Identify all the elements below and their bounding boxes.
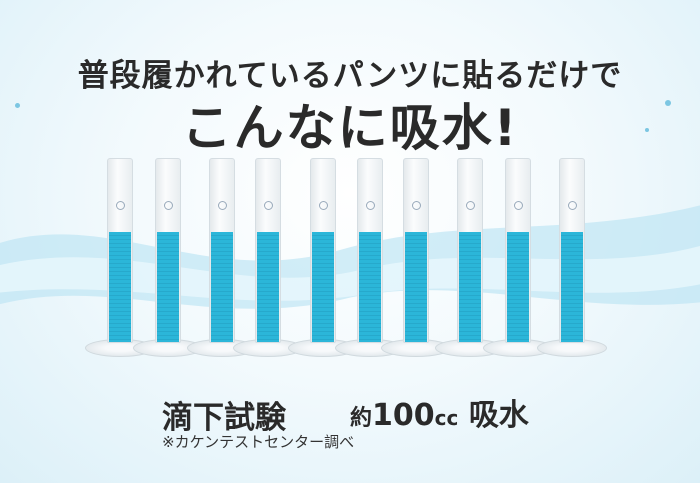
water-drop bbox=[665, 100, 671, 106]
cylinder-liquid bbox=[211, 232, 233, 342]
cylinder-tube bbox=[155, 158, 181, 343]
brand-logo-icon bbox=[218, 201, 227, 210]
brand-logo-icon bbox=[319, 201, 328, 210]
cylinder-tube bbox=[310, 158, 336, 343]
brand-logo-icon bbox=[366, 201, 375, 210]
graduated-cylinder bbox=[435, 158, 505, 358]
brand-logo-icon bbox=[466, 201, 475, 210]
water-drop bbox=[15, 103, 20, 108]
cylinder-tube bbox=[107, 158, 133, 343]
absorption-amount: 約100cc 吸水 bbox=[350, 390, 529, 434]
cylinder-tube bbox=[209, 158, 235, 343]
amount-suffix: 吸水 bbox=[468, 398, 529, 433]
brand-logo-icon bbox=[116, 201, 125, 210]
cylinder-liquid bbox=[257, 232, 279, 342]
water-drop bbox=[645, 128, 649, 132]
cylinder-liquid bbox=[109, 232, 131, 342]
graduated-cylinder bbox=[483, 158, 553, 358]
brand-logo-icon bbox=[264, 201, 273, 210]
headline-line2: こんなに吸水! bbox=[181, 99, 519, 157]
test-label: 滴下試験 bbox=[162, 400, 286, 436]
brand-logo-icon bbox=[514, 201, 523, 210]
cylinder-tube bbox=[505, 158, 531, 343]
cylinder-tube bbox=[357, 158, 383, 343]
graduated-cylinder bbox=[335, 158, 405, 358]
amount-value: 100 bbox=[372, 398, 435, 433]
graduated-cylinder bbox=[187, 158, 257, 358]
water-splash bbox=[0, 205, 700, 309]
cylinder-liquid bbox=[561, 232, 583, 342]
cylinder-tube bbox=[457, 158, 483, 343]
cylinder-liquid bbox=[312, 232, 334, 342]
cylinder-liquid bbox=[405, 232, 427, 342]
cylinder-liquid bbox=[507, 232, 529, 342]
graduated-cylinder bbox=[133, 158, 203, 358]
cylinder-tube bbox=[559, 158, 585, 343]
cylinder-liquid bbox=[459, 232, 481, 342]
source-note: ※カケンテストセンター調べ bbox=[162, 433, 355, 451]
cylinder-liquid bbox=[359, 232, 381, 342]
graduated-cylinder bbox=[233, 158, 303, 358]
amount-unit: cc bbox=[434, 406, 459, 430]
cylinder-liquid bbox=[157, 232, 179, 342]
headline-line1: 普段履かれているパンツに貼るだけで bbox=[77, 58, 623, 94]
graduated-cylinder bbox=[288, 158, 358, 358]
graduated-cylinder bbox=[537, 158, 607, 358]
cylinder-tube bbox=[403, 158, 429, 343]
graduated-cylinder bbox=[381, 158, 451, 358]
cylinder-tube bbox=[255, 158, 281, 343]
graduated-cylinder bbox=[85, 158, 155, 358]
brand-logo-icon bbox=[412, 201, 421, 210]
brand-logo-icon bbox=[568, 201, 577, 210]
brand-logo-icon bbox=[164, 201, 173, 210]
amount-prefix: 約 bbox=[350, 406, 373, 431]
